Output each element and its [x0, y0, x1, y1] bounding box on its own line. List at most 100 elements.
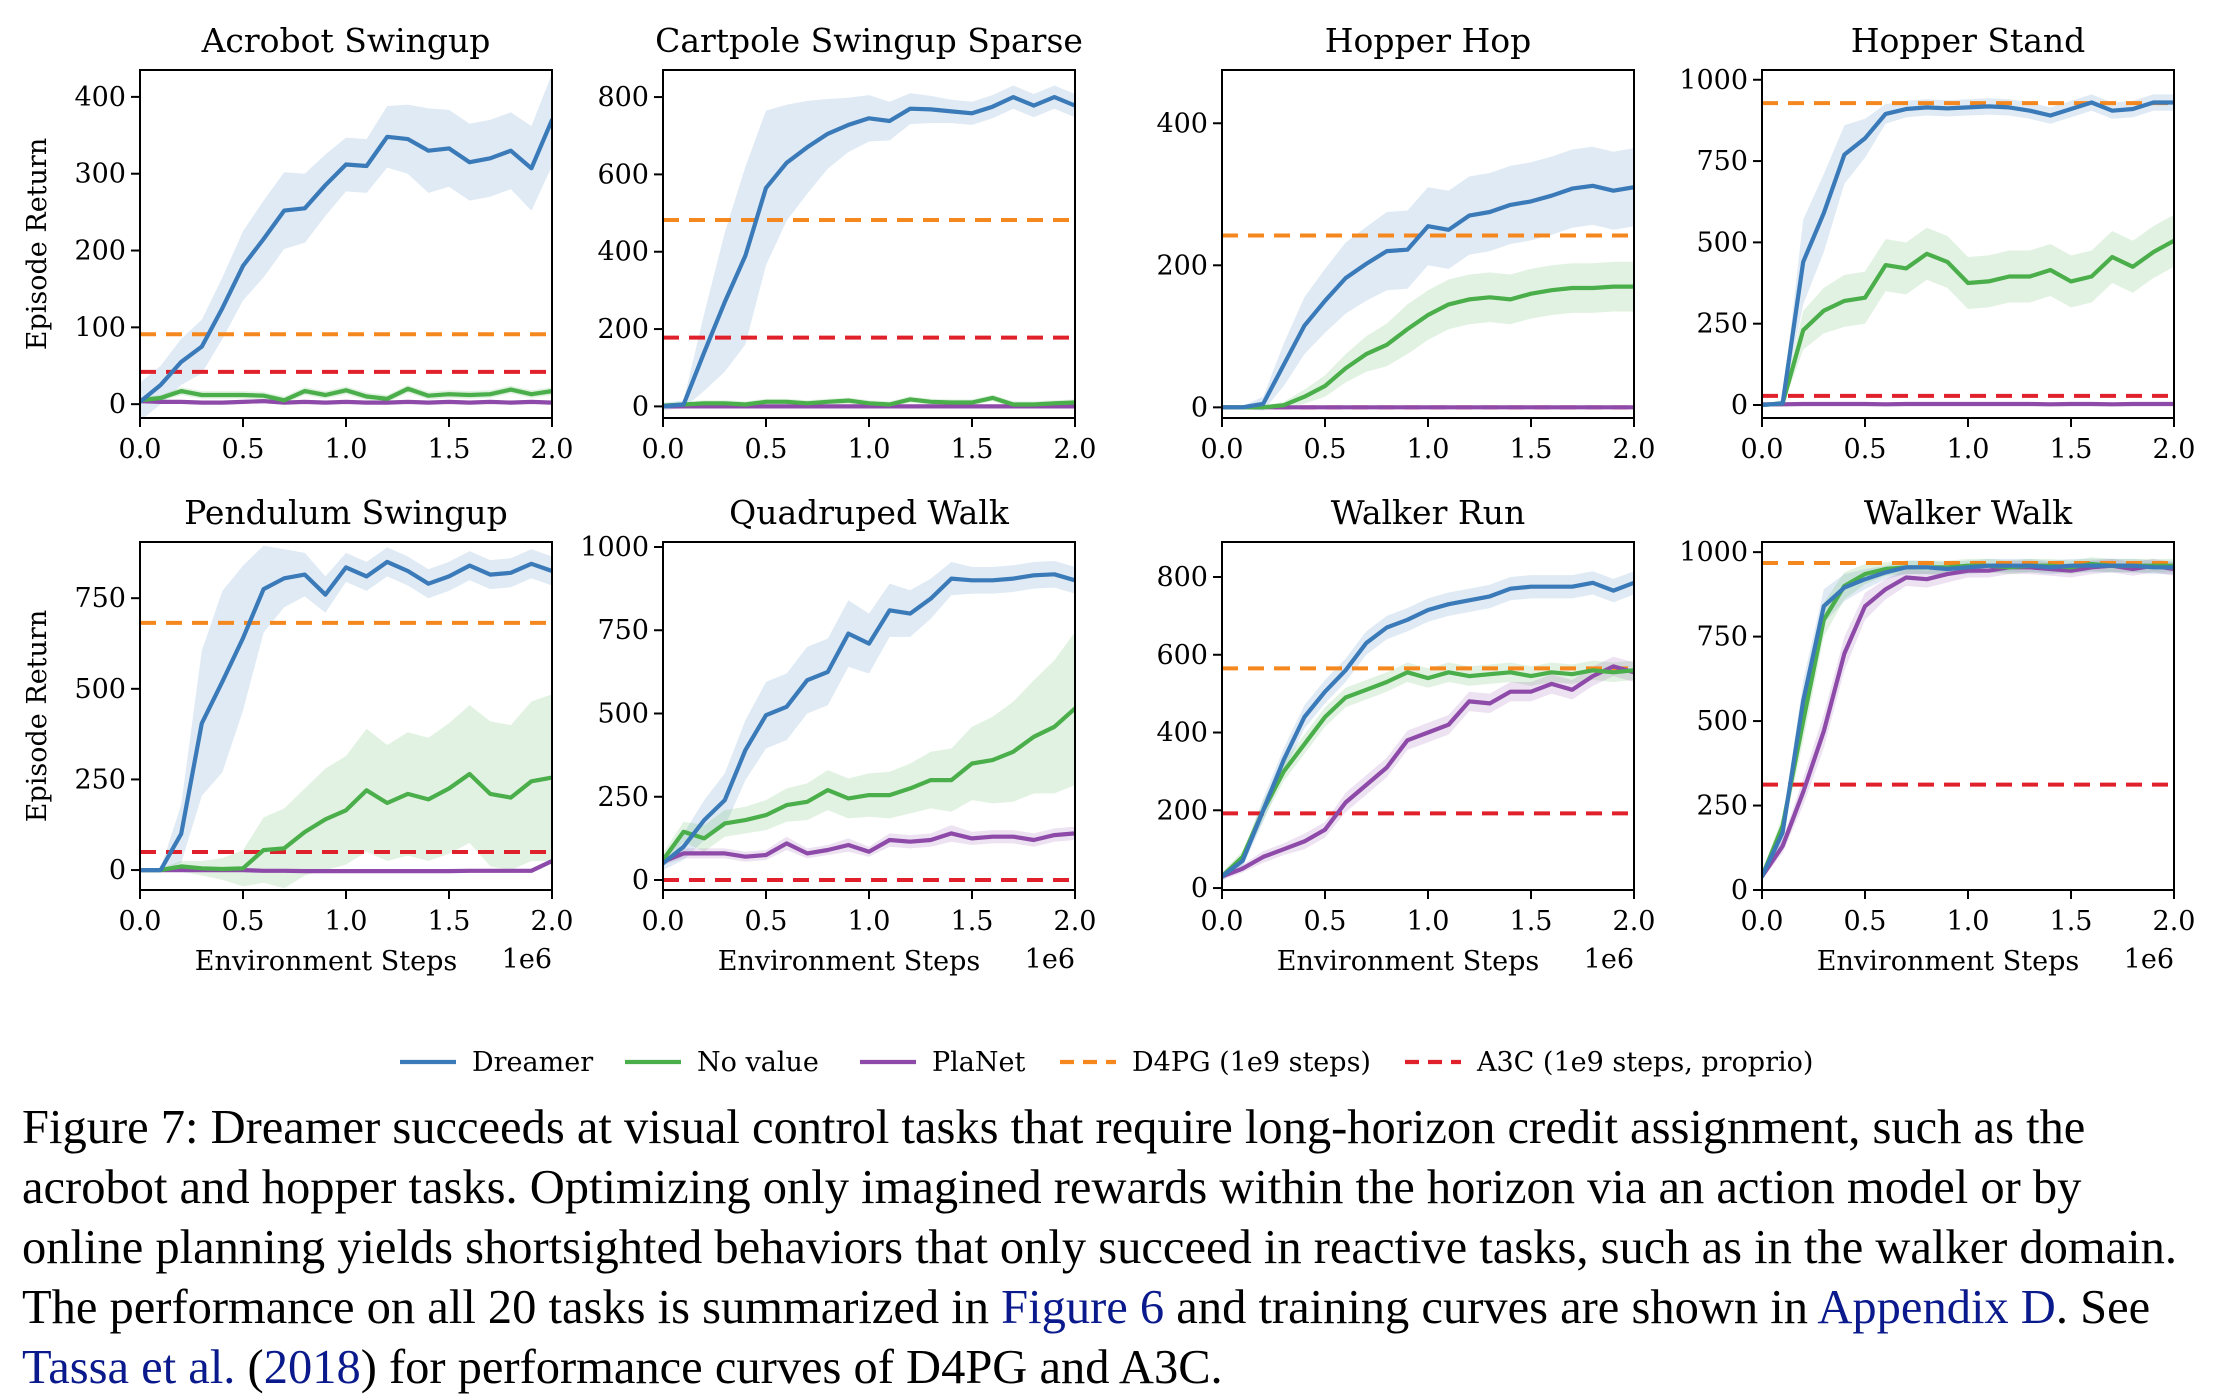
x-tick-label: 0.0 — [119, 434, 162, 465]
panel-title: Hopper Stand — [1851, 21, 2086, 60]
y-tick-label: 0 — [1731, 875, 1748, 906]
x-tick-label: 1.5 — [1510, 434, 1553, 465]
y-tick-label: 200 — [597, 314, 649, 345]
y-tick-label: 500 — [74, 674, 126, 705]
y-tick-label: 0 — [109, 855, 126, 886]
x-tick-label: 0.0 — [1201, 434, 1244, 465]
x-tick-label: 0.0 — [119, 906, 162, 937]
x-tick-label: 1.5 — [2050, 434, 2093, 465]
line-planet — [140, 401, 552, 403]
y-tick-label: 1000 — [1679, 537, 1748, 568]
y-tick-label: 500 — [597, 699, 649, 730]
x-tick-label: 0.0 — [1741, 434, 1784, 465]
panel-title: Acrobot Swingup — [201, 21, 491, 60]
tassa-citation-link[interactable]: Tassa et al. — [22, 1341, 235, 1394]
y-tick-label: 250 — [597, 782, 649, 813]
panel-title: Walker Run — [1331, 493, 1525, 532]
x-tick-label: 1.5 — [428, 906, 471, 937]
x-tick-label: 1.5 — [1510, 906, 1553, 937]
y-tick-label: 200 — [1156, 250, 1208, 281]
x-tick-label: 2.0 — [1054, 906, 1097, 937]
y-tick-label: 1000 — [1679, 65, 1748, 96]
x-tick-label: 0.5 — [1844, 906, 1887, 937]
panel-pendulum-swingup: 0.0 0.5 1.0 1.5 2.0 0 250 500 750 Pendulum Swingu… — [22, 493, 573, 977]
x-tick-label: 1.5 — [428, 434, 471, 465]
band-dreamer — [140, 74, 552, 421]
x-tick-label: 2.0 — [1054, 434, 1097, 465]
y-tick-label: 750 — [597, 615, 649, 646]
x-tick-label: 1.0 — [1947, 434, 1990, 465]
plot-area — [1222, 571, 1634, 880]
legend-label-planet: PlaNet — [932, 1047, 1026, 1078]
y-tick-label: 0 — [1191, 873, 1208, 904]
y-tick-label: 0 — [109, 389, 126, 420]
plot-area — [663, 561, 1075, 880]
y-tick-label: 100 — [74, 312, 126, 343]
x-tick-label: 1.0 — [1407, 906, 1450, 937]
legend-label-a3c-1e9-steps-proprio: A3C (1e9 steps, proprio) — [1476, 1047, 1813, 1078]
x-tick-label: 0.5 — [745, 434, 788, 465]
x-tick-label: 1.0 — [325, 434, 368, 465]
plot-area — [140, 546, 552, 889]
x-tick-label: 1.0 — [325, 906, 368, 937]
legend-label-d4pg-1e9-steps: D4PG (1e9 steps) — [1132, 1047, 1371, 1078]
x-tick-label: 0.5 — [222, 906, 265, 937]
y-tick-label: 400 — [597, 237, 649, 268]
x-axis-multiplier: 1e6 — [2124, 944, 2174, 975]
x-tick-label: 0.0 — [642, 906, 685, 937]
citation-year-link[interactable]: 2018 — [264, 1341, 361, 1394]
x-tick-label: 0.5 — [1304, 434, 1347, 465]
x-tick-label: 2.0 — [2153, 906, 2196, 937]
band-no-value — [1222, 262, 1634, 409]
plot-area — [1762, 557, 2174, 880]
figure-6-link[interactable]: Figure 6 — [1001, 1281, 1164, 1334]
x-axis-multiplier: 1e6 — [502, 944, 552, 975]
x-tick-label: 0.5 — [1304, 906, 1347, 937]
y-tick-label: 750 — [1696, 146, 1748, 177]
legend-label-no-value: No value — [697, 1047, 819, 1078]
y-tick-label: 500 — [1696, 227, 1748, 258]
y-tick-label: 0 — [632, 865, 649, 896]
appendix-d-link[interactable]: Appendix D — [1817, 1281, 2055, 1334]
legend-label-dreamer: Dreamer — [472, 1047, 593, 1078]
y-tick-label: 0 — [632, 391, 649, 422]
x-tick-label: 0.5 — [1844, 434, 1887, 465]
y-tick-label: 750 — [74, 583, 126, 614]
x-tick-label: 1.0 — [848, 906, 891, 937]
band-dreamer — [663, 86, 1075, 411]
x-axis-label: Environment Steps — [195, 946, 457, 977]
plot-area — [140, 74, 552, 421]
x-tick-label: 1.0 — [1947, 906, 1990, 937]
x-tick-label: 2.0 — [531, 906, 574, 937]
x-tick-label: 0.0 — [1741, 906, 1784, 937]
y-tick-label: 0 — [1731, 390, 1748, 421]
y-tick-label: 200 — [1156, 795, 1208, 826]
y-tick-label: 500 — [1696, 706, 1748, 737]
x-tick-label: 1.5 — [951, 906, 994, 937]
y-tick-label: 200 — [74, 236, 126, 267]
y-tick-label: 400 — [1156, 718, 1208, 749]
x-tick-label: 0.5 — [745, 906, 788, 937]
plot-area — [1762, 94, 2174, 406]
y-axis-label: Episode Return — [22, 610, 53, 822]
y-tick-label: 0 — [1191, 392, 1208, 423]
caption-text-mid2: . See — [2056, 1281, 2150, 1334]
y-tick-label: 250 — [74, 764, 126, 795]
y-tick-label: 600 — [597, 159, 649, 190]
x-tick-label: 2.0 — [531, 434, 574, 465]
x-axis-label: Environment Steps — [1817, 946, 2079, 977]
plot-area — [663, 86, 1075, 411]
panel-title: Pendulum Swingup — [184, 493, 508, 532]
x-tick-label: 1.0 — [1407, 434, 1450, 465]
plot-area — [1222, 147, 1634, 411]
y-tick-label: 800 — [597, 82, 649, 113]
x-axis-label: Environment Steps — [718, 946, 980, 977]
panel-title: Cartpole Swingup Sparse — [655, 21, 1083, 60]
x-axis-label: Environment Steps — [1277, 946, 1539, 977]
y-tick-label: 300 — [74, 159, 126, 190]
